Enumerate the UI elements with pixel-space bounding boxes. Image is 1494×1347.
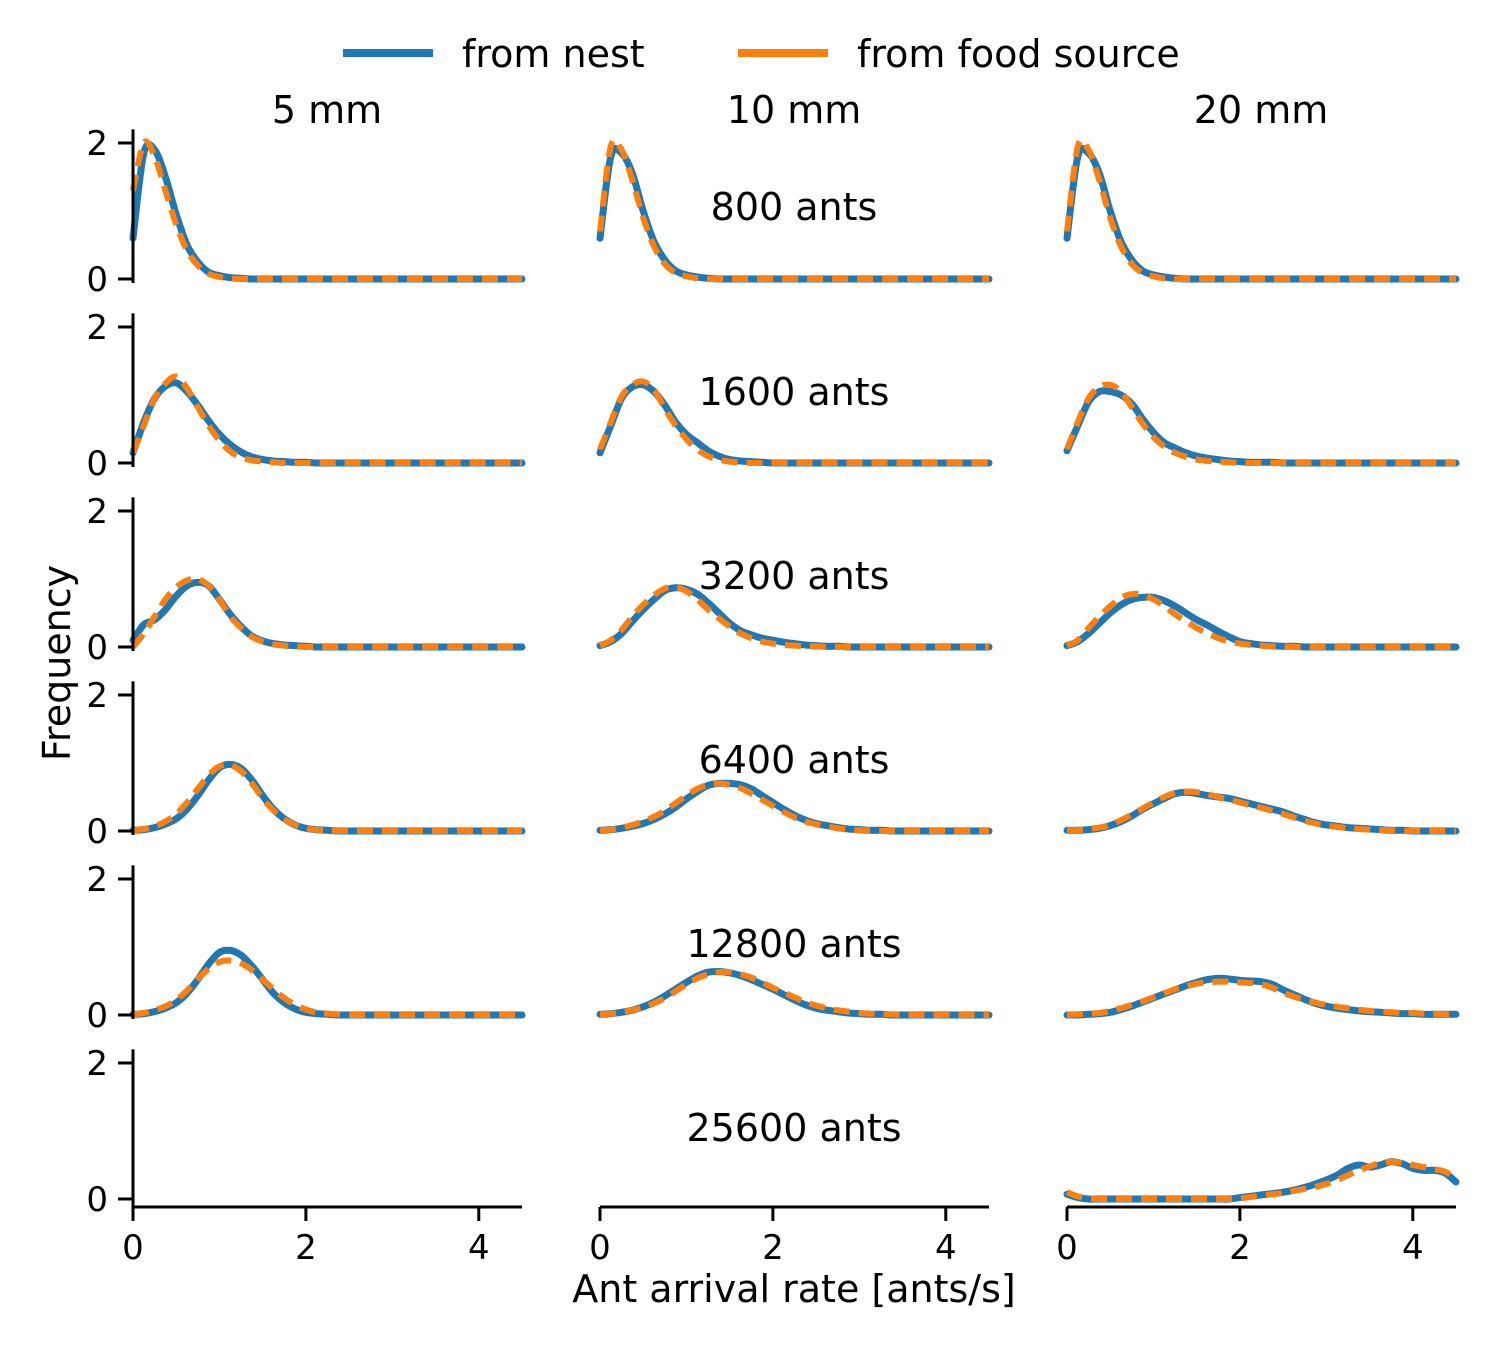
x-axis-label: Ant arrival rate [ants/s]: [572, 1267, 1015, 1311]
food-curve: [1065, 590, 1456, 651]
panel-r3-c2: [1063, 788, 1460, 835]
panel-r0-c0: [129, 138, 526, 283]
food-curve: [598, 584, 989, 651]
y-tick-label: 2: [86, 676, 108, 716]
panel-r1-c0: [129, 373, 526, 467]
y-tick-label: 2: [86, 1044, 108, 1084]
x-axis-col-1: 0 2 4: [589, 1205, 989, 1268]
x-axis-col-2: 0 2 4: [1056, 1205, 1456, 1268]
food-curve: [599, 968, 989, 1019]
panel-r0-c2: [1063, 136, 1460, 283]
panel-r0-c1: [596, 136, 993, 283]
y-tick-label: 0: [86, 260, 108, 300]
food-curve: [597, 378, 989, 467]
y-tick-label: 0: [86, 996, 108, 1036]
y-axis-row-4: 02: [86, 860, 135, 1036]
y-tick-label: 2: [86, 860, 108, 900]
nest-curve: [129, 578, 526, 651]
panel-r3-c0: [129, 760, 526, 835]
food-curve: [130, 575, 522, 651]
y-tick-label: 2: [86, 308, 108, 348]
food-curve: [1066, 978, 1457, 1018]
y-axis-row-3: 02: [86, 676, 135, 852]
panel-r5-c2: [1063, 1158, 1460, 1203]
food-curve: [599, 780, 990, 835]
row-label-6400: 6400 ants: [699, 738, 890, 782]
x-tick-label: 4: [1402, 1228, 1424, 1268]
column-title-20mm: 20 mm: [1194, 88, 1328, 132]
y-axis-row-1: 02: [86, 308, 135, 484]
column-title-10mm: 10 mm: [727, 88, 861, 132]
food-curve: [597, 136, 989, 283]
legend-label-nest: from nest: [462, 32, 645, 76]
nest-curve: [1063, 593, 1460, 651]
row-label-3200: 3200 ants: [699, 554, 890, 598]
panel-r4-c0: [129, 946, 526, 1019]
food-curve: [1065, 1158, 1458, 1203]
food-curve: [132, 761, 523, 835]
x-tick-label: 2: [1229, 1228, 1251, 1268]
x-tick-label: 2: [295, 1228, 317, 1268]
y-tick-label: 0: [86, 444, 108, 484]
y-axis-label: Frequency: [35, 565, 79, 761]
x-axis-col-0: 0 2 4: [122, 1205, 522, 1268]
food-curve: [132, 957, 522, 1019]
row-label-25600: 25600 ants: [686, 1106, 901, 1150]
food-curve: [1064, 381, 1456, 467]
panel-r3-c1: [596, 779, 993, 835]
y-axis-row-0: 02: [86, 124, 135, 300]
food-curve: [130, 373, 522, 467]
panel-r2-c0: [129, 575, 526, 651]
panel-r2-c2: [1063, 590, 1460, 651]
nest-curve: [596, 779, 993, 835]
panel-r1-c1: [596, 378, 993, 467]
row-label-800: 800 ants: [711, 185, 878, 229]
y-axis-row-2: 02: [86, 492, 135, 668]
food-curve: [1066, 788, 1457, 835]
food-curve: [1064, 136, 1456, 283]
row-label-12800: 12800 ants: [686, 922, 901, 966]
x-tick-label: 4: [468, 1228, 490, 1268]
y-tick-label: 2: [86, 492, 108, 532]
food-curve: [130, 138, 522, 283]
y-axis-row-5: 02: [86, 1044, 135, 1220]
x-tick-label: 2: [762, 1228, 784, 1268]
nest-curve: [1063, 1158, 1460, 1203]
panel-r2-c1: [596, 584, 993, 651]
nest-curve: [596, 967, 993, 1019]
y-tick-label: 0: [86, 812, 108, 852]
panel-r4-c1: [596, 967, 993, 1019]
x-tick-label: 0: [1056, 1228, 1078, 1268]
x-tick-label: 0: [589, 1228, 611, 1268]
y-tick-label: 0: [86, 628, 108, 668]
x-tick-label: 4: [935, 1228, 957, 1268]
y-tick-label: 2: [86, 124, 108, 164]
legend-label-food: from food source: [857, 32, 1180, 76]
row-label-1600: 1600 ants: [699, 370, 890, 414]
legend: from nest from food source: [343, 32, 1180, 76]
x-tick-label: 0: [122, 1228, 144, 1268]
y-tick-label: 0: [86, 1180, 108, 1220]
nest-curve: [129, 946, 526, 1019]
panel-r4-c2: [1063, 974, 1460, 1019]
nest-curve: [129, 760, 526, 835]
panel-r1-c2: [1063, 381, 1460, 467]
nest-curve: [1063, 145, 1460, 283]
column-title-5mm: 5 mm: [272, 88, 382, 132]
nest-curve: [1063, 788, 1460, 835]
